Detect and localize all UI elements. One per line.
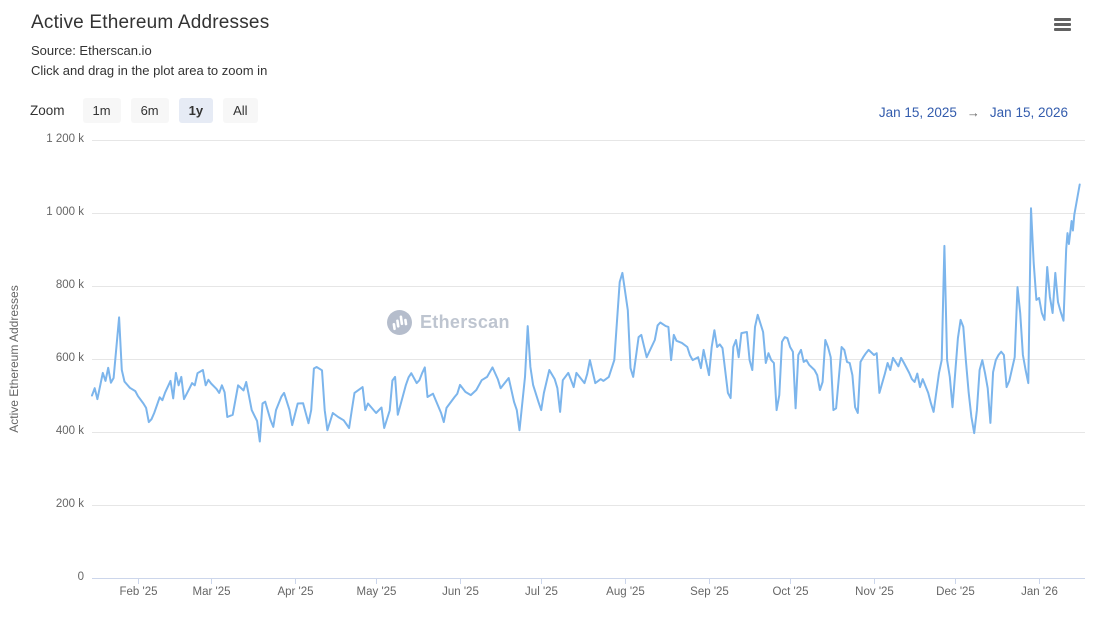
x-axis-label: Dec '25 bbox=[936, 586, 975, 598]
x-axis-label: Aug '25 bbox=[606, 586, 645, 598]
x-axis-label: Jun '25 bbox=[442, 586, 479, 598]
y-axis-label: 400 k bbox=[55, 425, 84, 437]
chart-hint-subtitle: Click and drag in the plot area to zoom … bbox=[31, 63, 268, 78]
x-axis-label: Sep '25 bbox=[690, 586, 729, 598]
hamburger-icon bbox=[1054, 23, 1071, 26]
zoom-button-1y[interactable]: 1y bbox=[178, 98, 214, 123]
chart-source-subtitle: Source: Etherscan.io bbox=[31, 43, 152, 58]
y-axis-label: 1 200 k bbox=[46, 133, 84, 145]
page-title: Active Ethereum Addresses bbox=[31, 12, 270, 33]
x-axis-label: Apr '25 bbox=[277, 586, 314, 598]
series-line bbox=[91, 183, 1081, 443]
zoom-button-all[interactable]: All bbox=[223, 98, 258, 123]
x-axis-label: Mar '25 bbox=[192, 586, 231, 598]
hamburger-icon bbox=[1054, 28, 1071, 31]
hamburger-icon bbox=[1054, 18, 1071, 21]
y-axis-label: 600 k bbox=[55, 352, 84, 364]
x-axis-label: Nov '25 bbox=[855, 586, 894, 598]
range-selector: Zoom 1m 6m 1y All bbox=[30, 98, 258, 123]
zoom-buttons: 1m 6m 1y All bbox=[73, 98, 258, 123]
y-axis-label: 800 k bbox=[55, 279, 84, 291]
x-axis-label: Oct '25 bbox=[772, 586, 809, 598]
x-axis-label: Jul '25 bbox=[525, 586, 558, 598]
y-axis-label: 1 000 k bbox=[46, 206, 84, 218]
zoom-button-1m[interactable]: 1m bbox=[82, 98, 121, 123]
x-axis-label: May '25 bbox=[356, 586, 397, 598]
range-display: Jan 15, 2025 → Jan 15, 2026 bbox=[879, 102, 1068, 122]
y-axis-label: 200 k bbox=[55, 498, 84, 510]
chart-context-menu-button[interactable] bbox=[1053, 16, 1073, 33]
zoom-label: Zoom bbox=[30, 103, 65, 118]
range-to-input[interactable]: Jan 15, 2026 bbox=[989, 104, 1068, 120]
range-from-input[interactable]: Jan 15, 2025 bbox=[878, 104, 957, 120]
x-axis-label: Feb '25 bbox=[119, 586, 158, 598]
x-axis-label: Jan '26 bbox=[1021, 586, 1058, 598]
range-arrow-icon: → bbox=[966, 104, 980, 120]
zoom-button-6m[interactable]: 6m bbox=[130, 98, 169, 123]
y-axis-label: 0 bbox=[77, 571, 84, 583]
